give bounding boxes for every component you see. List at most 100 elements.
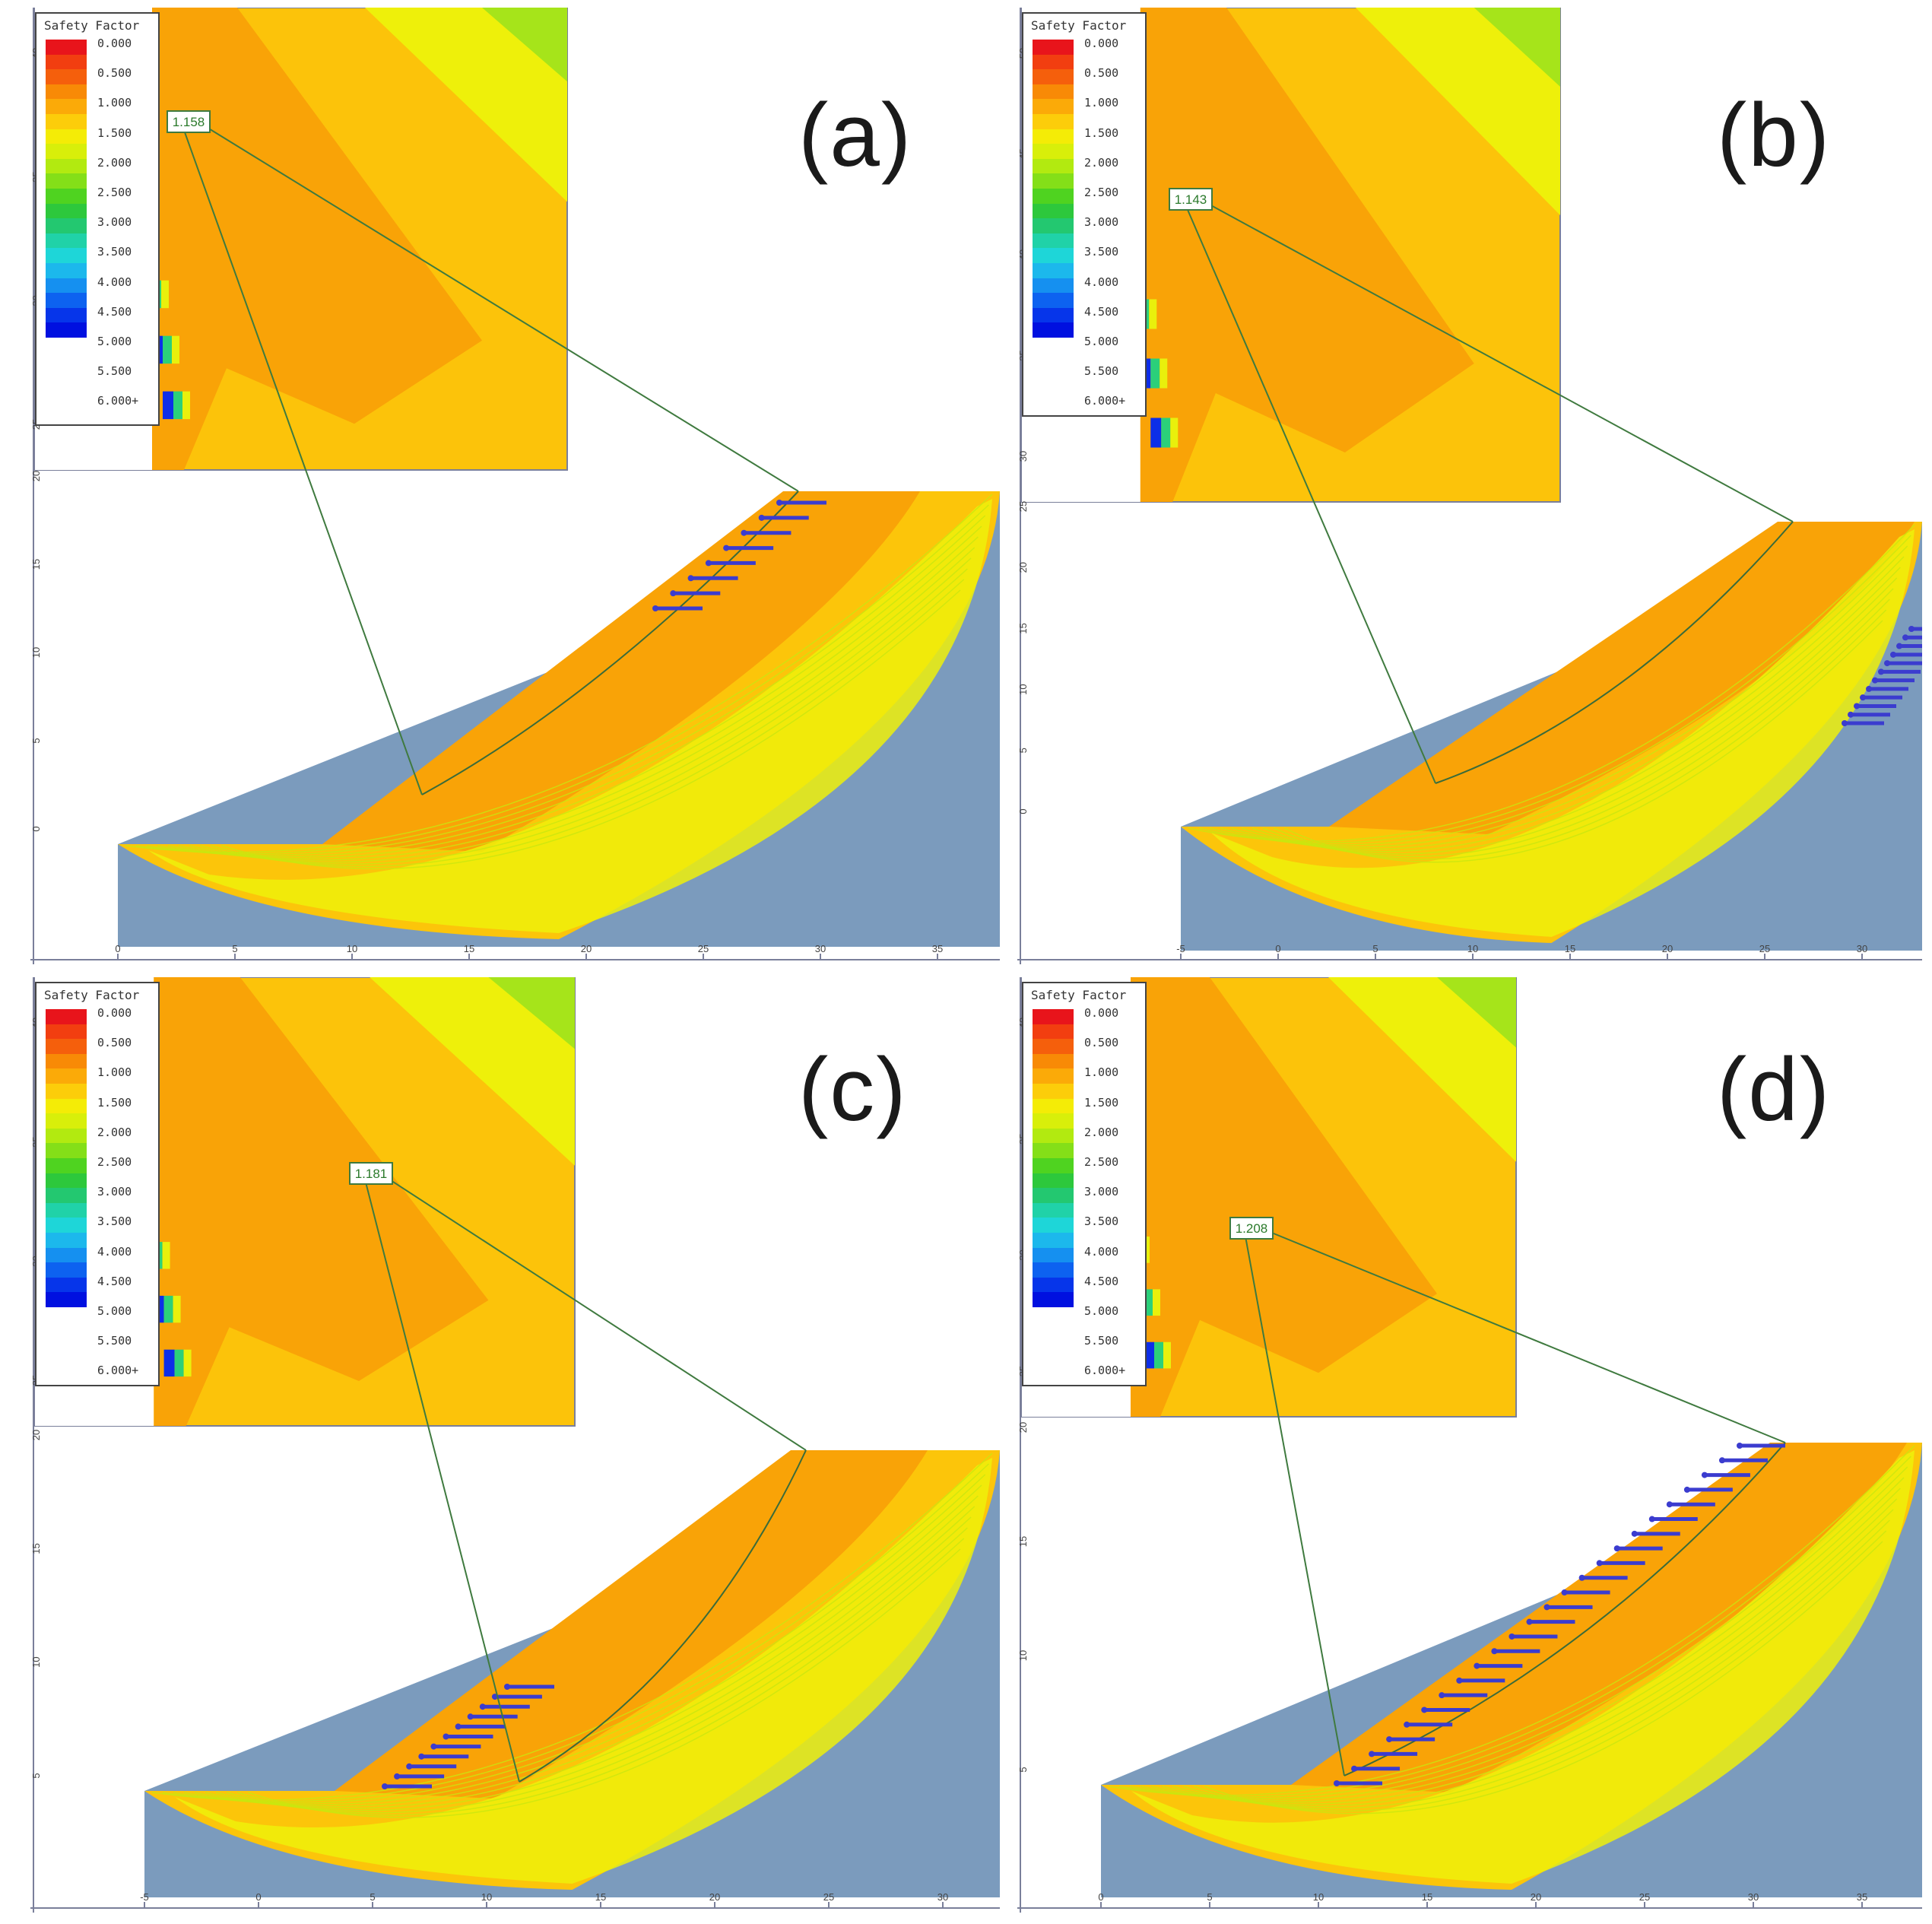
fs-callout-line (379, 1173, 807, 1451)
safety-factor-legend: Safety Factor 0.000 0.500 1.000 1.500 2.000 2… (35, 982, 160, 1386)
legend-label: 0.500 (97, 66, 132, 81)
legend-swatch (1033, 1262, 1074, 1278)
legend-label: 1.500 (97, 125, 132, 140)
y-tick-label: 15 (30, 1543, 42, 1554)
slope-model-c: 1.181-505101520253035510152040353025 (30, 977, 1000, 1913)
fs-tag-value: 1.181 (355, 1167, 388, 1181)
legend-label: 0.000 (1084, 37, 1119, 50)
legend-label: 3.500 (1084, 245, 1119, 259)
fs-tag-box (167, 110, 211, 133)
legend-label: 6.000+ (97, 1364, 139, 1378)
slip-circle (157, 525, 982, 858)
inset-edge-blue (163, 391, 173, 420)
nail-head (1351, 1765, 1358, 1772)
x-tick-label: 25 (823, 1891, 834, 1903)
nail-head (1508, 1633, 1515, 1640)
fs-tag-box (1169, 188, 1213, 211)
legend-swatch (1033, 1039, 1074, 1055)
legend-label: 6.000+ (1084, 394, 1126, 408)
legend-swatch (46, 1009, 87, 1024)
nail-head (1491, 1648, 1498, 1655)
legend-swatch (46, 1068, 87, 1084)
fs-tag-box (1229, 1217, 1274, 1240)
nail-head (1526, 1618, 1533, 1625)
inset-critical-zone (1131, 977, 1437, 1417)
nail-head (652, 605, 658, 611)
slip-circle (1161, 1498, 1898, 1805)
legend-label: 2.500 (1084, 1155, 1119, 1169)
legend-swatch (1033, 203, 1074, 219)
slip-circle (1108, 1445, 1915, 1796)
legend-label: 5.500 (97, 1334, 132, 1348)
legend-swatch (46, 1128, 87, 1144)
critical-zone (335, 1450, 928, 1799)
critical-slip-surface (1435, 521, 1794, 784)
y-tick-label: 10 (30, 647, 42, 658)
legend-label: 5.500 (97, 364, 132, 379)
x-tick-label: 15 (1565, 943, 1575, 954)
x-tick-label: 10 (1467, 943, 1478, 954)
slip-circle (1150, 1487, 1901, 1803)
y-tick-label: 20 (30, 1430, 42, 1440)
x-tick-label: 10 (347, 943, 357, 954)
legend-swatch (46, 99, 87, 115)
x-tick-label: 15 (464, 943, 474, 954)
nail-head (1334, 1780, 1340, 1786)
legend-swatch (1033, 40, 1074, 55)
nail-head (1896, 643, 1902, 649)
legend-swatch (46, 307, 87, 323)
legend-label: 0.000 (1084, 1006, 1119, 1020)
panel-label: (d) (1717, 1040, 1832, 1140)
inset-edge-yellow (182, 391, 190, 420)
slip-circle (236, 1538, 965, 1816)
nail-head (1884, 660, 1890, 667)
legend-swatch (1033, 189, 1074, 204)
x-tick-label: 10 (481, 1891, 492, 1903)
slip-surfaces (1211, 529, 1915, 937)
safety-factor-legend: Safety Factor 0.000 0.500 1.000 1.500 2.000 2… (1022, 982, 1147, 1386)
legend-label: 1.000 (97, 1065, 132, 1080)
legend-swatch (46, 248, 87, 264)
critical-slip-surface (421, 491, 799, 795)
inset-edge-green (1161, 418, 1171, 448)
inset-edge-yellow (1153, 1289, 1160, 1316)
legend-swatch (46, 1233, 87, 1248)
nail-head (1666, 1501, 1673, 1508)
legend-label: 2.500 (97, 1155, 132, 1169)
nail-head (443, 1733, 449, 1740)
slip-circle (146, 515, 986, 856)
nail-head (687, 575, 694, 582)
nail-head (758, 514, 765, 521)
fs-callout-line (1199, 198, 1794, 522)
legend-label: 5.000 (1084, 1304, 1119, 1318)
legend-swatch (46, 1292, 87, 1308)
nail-head (504, 1684, 510, 1690)
x-tick-label: 5 (232, 943, 237, 954)
legend-swatch (46, 84, 87, 100)
inset-edge-yellow (172, 335, 179, 364)
y-tick-label: 5 (1017, 1767, 1029, 1772)
x-tick-label: 5 (370, 1891, 375, 1903)
y-tick-label: 5 (1017, 748, 1029, 753)
legend-label: 0.500 (97, 1036, 132, 1050)
slip-circle (1283, 620, 1883, 863)
legend-label: 1.000 (1084, 1065, 1119, 1080)
legend-swatch (1033, 173, 1074, 189)
inset-yellow-band (1328, 977, 1516, 1162)
legend-label: 0.000 (97, 37, 132, 50)
legend-label: 5.000 (1084, 335, 1119, 348)
x-tick-label: 30 (1857, 943, 1867, 954)
x-tick-label: 5 (1207, 1891, 1212, 1903)
nail-head (1854, 703, 1860, 710)
legend-label: 2.500 (97, 186, 132, 199)
legend-label: 1.000 (97, 96, 132, 110)
inset-edge-green (163, 335, 172, 364)
legend-swatch (1033, 1247, 1074, 1263)
inset-edge-green (173, 391, 182, 420)
nail-head (1561, 1589, 1568, 1596)
legend-swatch (46, 158, 87, 174)
x-tick-label: 25 (1639, 1891, 1650, 1903)
legend-label: 4.000 (1084, 1244, 1119, 1259)
slip-surfaces (1131, 1450, 1915, 1884)
nail-head (705, 560, 712, 567)
